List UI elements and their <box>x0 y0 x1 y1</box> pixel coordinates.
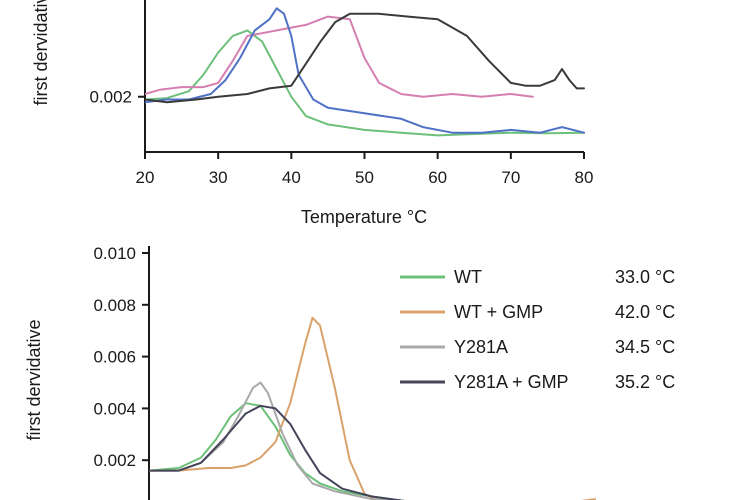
top-x-tick-label: 50 <box>355 168 374 187</box>
top-x-tick-label: 40 <box>282 168 301 187</box>
top-series-line-1 <box>145 29 585 137</box>
top-x-tick-label: 60 <box>428 168 447 187</box>
bottom-series-line-3 <box>149 381 401 500</box>
bottom-ticks: 0.002 0.004 0.006 0.008 0.010 <box>93 244 149 470</box>
top-series-group <box>145 7 585 137</box>
legend-series-name: Y281A <box>454 337 508 357</box>
top-x-tick-label: 70 <box>501 168 520 187</box>
legend: WT 33.0 °C WT + GMP 42.0 °C Y281A 34.5 °C Y281… <box>400 267 675 392</box>
top-panel: first dervidative 0.002 20 30 40 50 60 70 80 Te… <box>31 0 593 227</box>
top-y-tick-label: 0.002 <box>89 88 132 107</box>
bottom-y-tick-label: 0.002 <box>93 451 136 470</box>
bottom-panel: first dervidative 0.0020.0040.0060.0080.… <box>24 244 675 500</box>
top-x-tick-label: 30 <box>209 168 228 187</box>
top-ticks: 0.002 20 30 40 50 60 70 80 <box>89 88 593 187</box>
top-series-line-4 <box>145 12 585 104</box>
top-y-axis-label: first dervidative <box>31 0 51 106</box>
bottom-y-tick-label: 0.006 <box>93 348 136 367</box>
bottom-y-tick-label: 0.004 <box>93 399 136 418</box>
top-series-line-3 <box>145 7 585 134</box>
legend-tm-value: 34.5 °C <box>615 337 675 357</box>
bottom-series-line-2 <box>149 316 596 500</box>
bottom-series-line-4 <box>149 404 405 500</box>
legend-series-name: WT <box>454 267 482 287</box>
bottom-series-line-1 <box>149 402 405 500</box>
legend-tm-value: 35.2 °C <box>615 372 675 392</box>
legend-series-name: WT + GMP <box>454 302 543 322</box>
bottom-y-axis-label: first dervidative <box>24 319 44 440</box>
top-x-axis-label: Temperature °C <box>301 207 427 227</box>
top-x-tick-label: 20 <box>136 168 155 187</box>
bottom-y-tick-label: 0.008 <box>93 296 136 315</box>
legend-series-name: Y281A + GMP <box>454 372 569 392</box>
bottom-y-tick-label: 0.010 <box>93 244 136 263</box>
bottom-series-group <box>149 316 596 500</box>
top-x-tick-label: 80 <box>575 168 594 187</box>
legend-tm-value: 33.0 °C <box>615 267 675 287</box>
legend-tm-value: 42.0 °C <box>615 302 675 322</box>
top-series-line-2 <box>145 15 534 98</box>
